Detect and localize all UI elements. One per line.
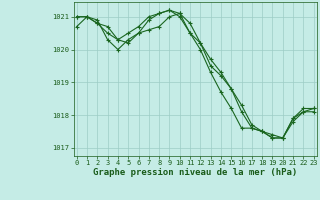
X-axis label: Graphe pression niveau de la mer (hPa): Graphe pression niveau de la mer (hPa) <box>93 168 297 177</box>
